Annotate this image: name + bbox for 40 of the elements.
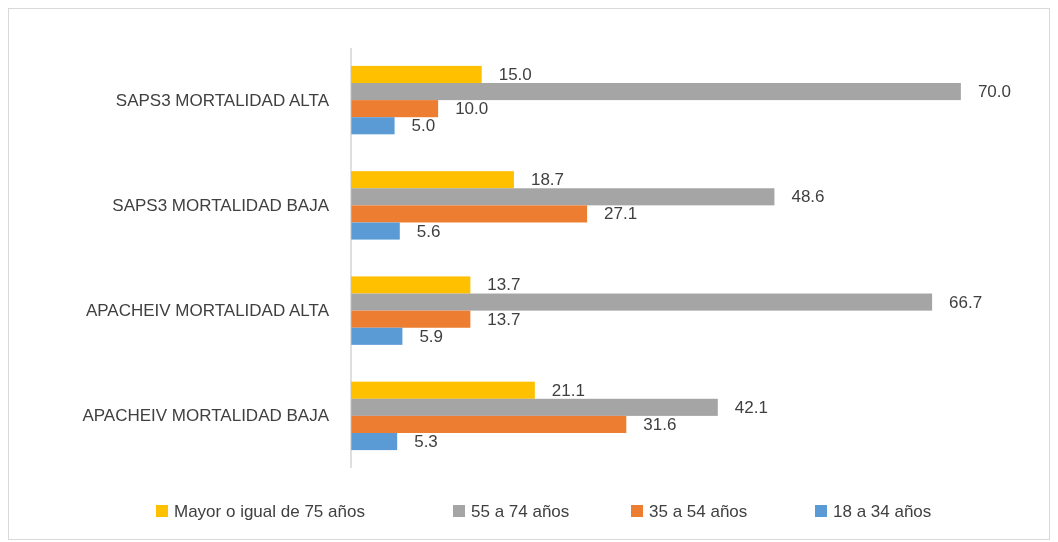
bar [351,100,439,118]
bar [351,205,588,223]
data-label: 5.6 [416,221,441,241]
y-tick-label: SAPS3 MORTALIDAD ALTA [115,90,330,110]
bar [351,310,471,328]
y-tick-label: APACHEIV MORTALIDAD ALTA [85,301,330,321]
legend-label: 18 a 34 años [833,501,932,521]
data-label: 18.7 [530,170,565,190]
data-label: 13.7 [487,275,521,295]
data-label: 5.3 [414,432,438,452]
bar [351,398,718,416]
bar [351,433,398,451]
data-label: 70.0 [977,82,1011,102]
data-label: 5.0 [411,116,436,136]
bar [351,222,400,240]
bar [351,83,961,101]
bar [351,415,627,433]
data-label: 31.6 [643,414,677,434]
data-label: 15.0 [498,64,532,84]
bar [351,276,471,294]
data-label: 5.9 [419,326,444,346]
legend-label: 55 a 74 años [471,501,570,521]
bar [351,171,514,189]
bar [351,381,535,399]
bar [351,65,482,83]
data-label: 42.1 [734,397,768,417]
y-tick-label: SAPS3 MORTALIDAD BAJA [112,195,330,215]
data-label: 10.0 [455,99,489,119]
data-label: 21.1 [551,380,585,400]
bar [351,117,395,135]
data-label: 13.7 [487,309,521,329]
data-label: 66.7 [949,292,983,312]
bar [351,188,775,206]
y-tick-label: APACHEIV MORTALIDAD BAJA [82,406,330,426]
bar [351,293,933,311]
data-label: 48.6 [791,187,825,207]
data-label: 27.1 [604,204,638,224]
legend-label: 35 a 54 años [649,501,748,521]
bar [351,327,403,345]
legend-label: Mayor o igual de 75 años [174,501,365,521]
